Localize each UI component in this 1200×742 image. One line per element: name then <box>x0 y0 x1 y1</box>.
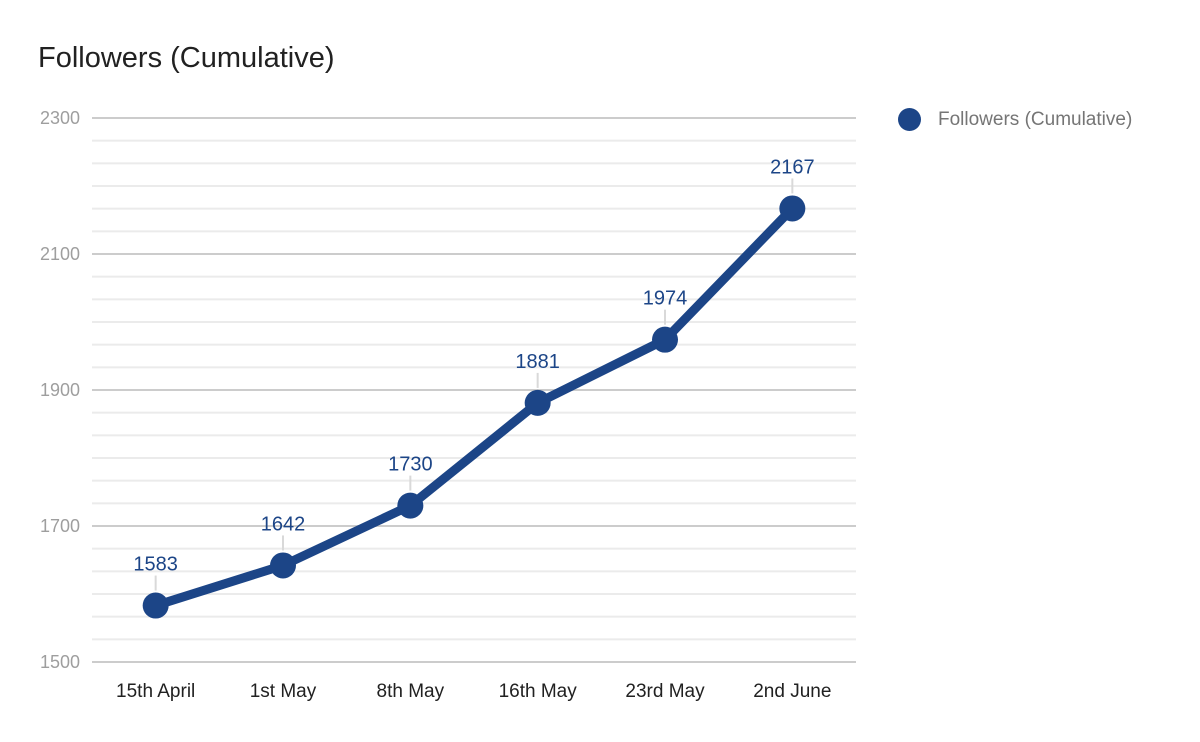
data-point[interactable] <box>779 195 806 222</box>
data-point-value-label: 1881 <box>515 351 560 373</box>
data-point[interactable] <box>397 492 424 519</box>
y-axis-tick-label: 1700 <box>40 516 80 536</box>
x-axis-tick-label: 16th May <box>499 681 578 702</box>
data-point-value-label: 1974 <box>643 288 688 310</box>
data-point[interactable] <box>524 389 551 416</box>
data-point-value-label: 2167 <box>770 156 815 178</box>
x-axis-tick-label: 15th April <box>116 681 195 702</box>
data-point-value-label: 1730 <box>388 454 433 476</box>
legend-marker-icon <box>898 108 921 131</box>
x-axis-tick-label: 8th May <box>377 681 445 702</box>
data-point[interactable] <box>652 326 678 353</box>
y-axis-tick-label: 1900 <box>40 380 80 400</box>
y-axis-tick-label: 2300 <box>40 108 80 128</box>
data-point-value-label: 1583 <box>133 554 178 576</box>
y-axis-tick-label: 1500 <box>40 652 80 672</box>
series-line <box>151 203 797 611</box>
chart-title: Followers (Cumulative) <box>38 42 335 74</box>
x-axis-tick-label: 2nd June <box>753 681 831 702</box>
data-point[interactable] <box>270 552 296 579</box>
legend-item-followers[interactable]: Followers (Cumulative) <box>898 108 1132 131</box>
x-axis-tick-label: 1st May <box>250 681 317 702</box>
data-point-value-label: 1642 <box>261 513 306 535</box>
legend-label: Followers (Cumulative) <box>938 108 1133 130</box>
data-point[interactable] <box>142 592 169 619</box>
y-axis-tick-label: 2100 <box>40 244 80 264</box>
x-axis-tick-label: 23rd May <box>625 681 705 702</box>
